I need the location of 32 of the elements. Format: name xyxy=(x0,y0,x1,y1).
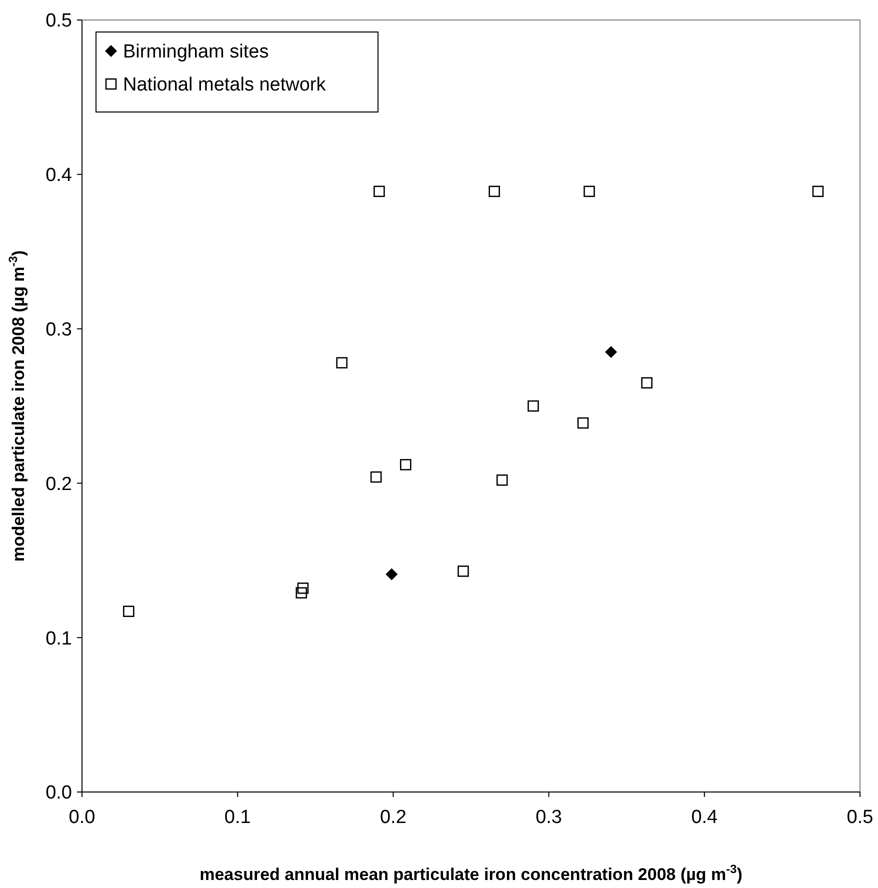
legend-label: Birmingham sites xyxy=(123,42,269,63)
point xyxy=(605,346,618,358)
point xyxy=(641,377,652,388)
point xyxy=(577,417,589,429)
point xyxy=(488,186,500,198)
y-tick-label: 0.4 xyxy=(46,165,72,186)
point xyxy=(400,459,412,470)
y-tick-label: 0.2 xyxy=(46,474,72,495)
x-tick-label: 0.0 xyxy=(68,807,96,828)
y-tick-label: 0.1 xyxy=(46,628,72,650)
point xyxy=(496,474,508,486)
y-tick-label: 0.0 xyxy=(46,782,72,804)
point xyxy=(528,400,539,412)
x-tick-label: 0.3 xyxy=(536,807,562,828)
y-tick-label: 0.3 xyxy=(46,319,72,340)
point xyxy=(297,582,309,594)
point xyxy=(336,357,348,368)
point xyxy=(812,186,824,198)
point xyxy=(123,606,134,617)
x-tick-label: 0.1 xyxy=(224,807,251,828)
x-tick-label: 0.4 xyxy=(691,807,718,828)
point xyxy=(374,186,385,198)
point xyxy=(296,587,308,598)
point xyxy=(584,186,595,198)
y-tick-label: 0.5 xyxy=(46,10,72,32)
x-tick-label: 0.2 xyxy=(380,807,406,828)
x-tick-label: 0.5 xyxy=(846,807,874,828)
legend-label: National metals network xyxy=(123,74,326,96)
x-axis-title: measured annual mean particulate iron concentration 2008 (µg m$^{-3}$) xyxy=(200,862,742,884)
point xyxy=(370,471,382,483)
point xyxy=(386,568,398,580)
point xyxy=(458,566,469,577)
